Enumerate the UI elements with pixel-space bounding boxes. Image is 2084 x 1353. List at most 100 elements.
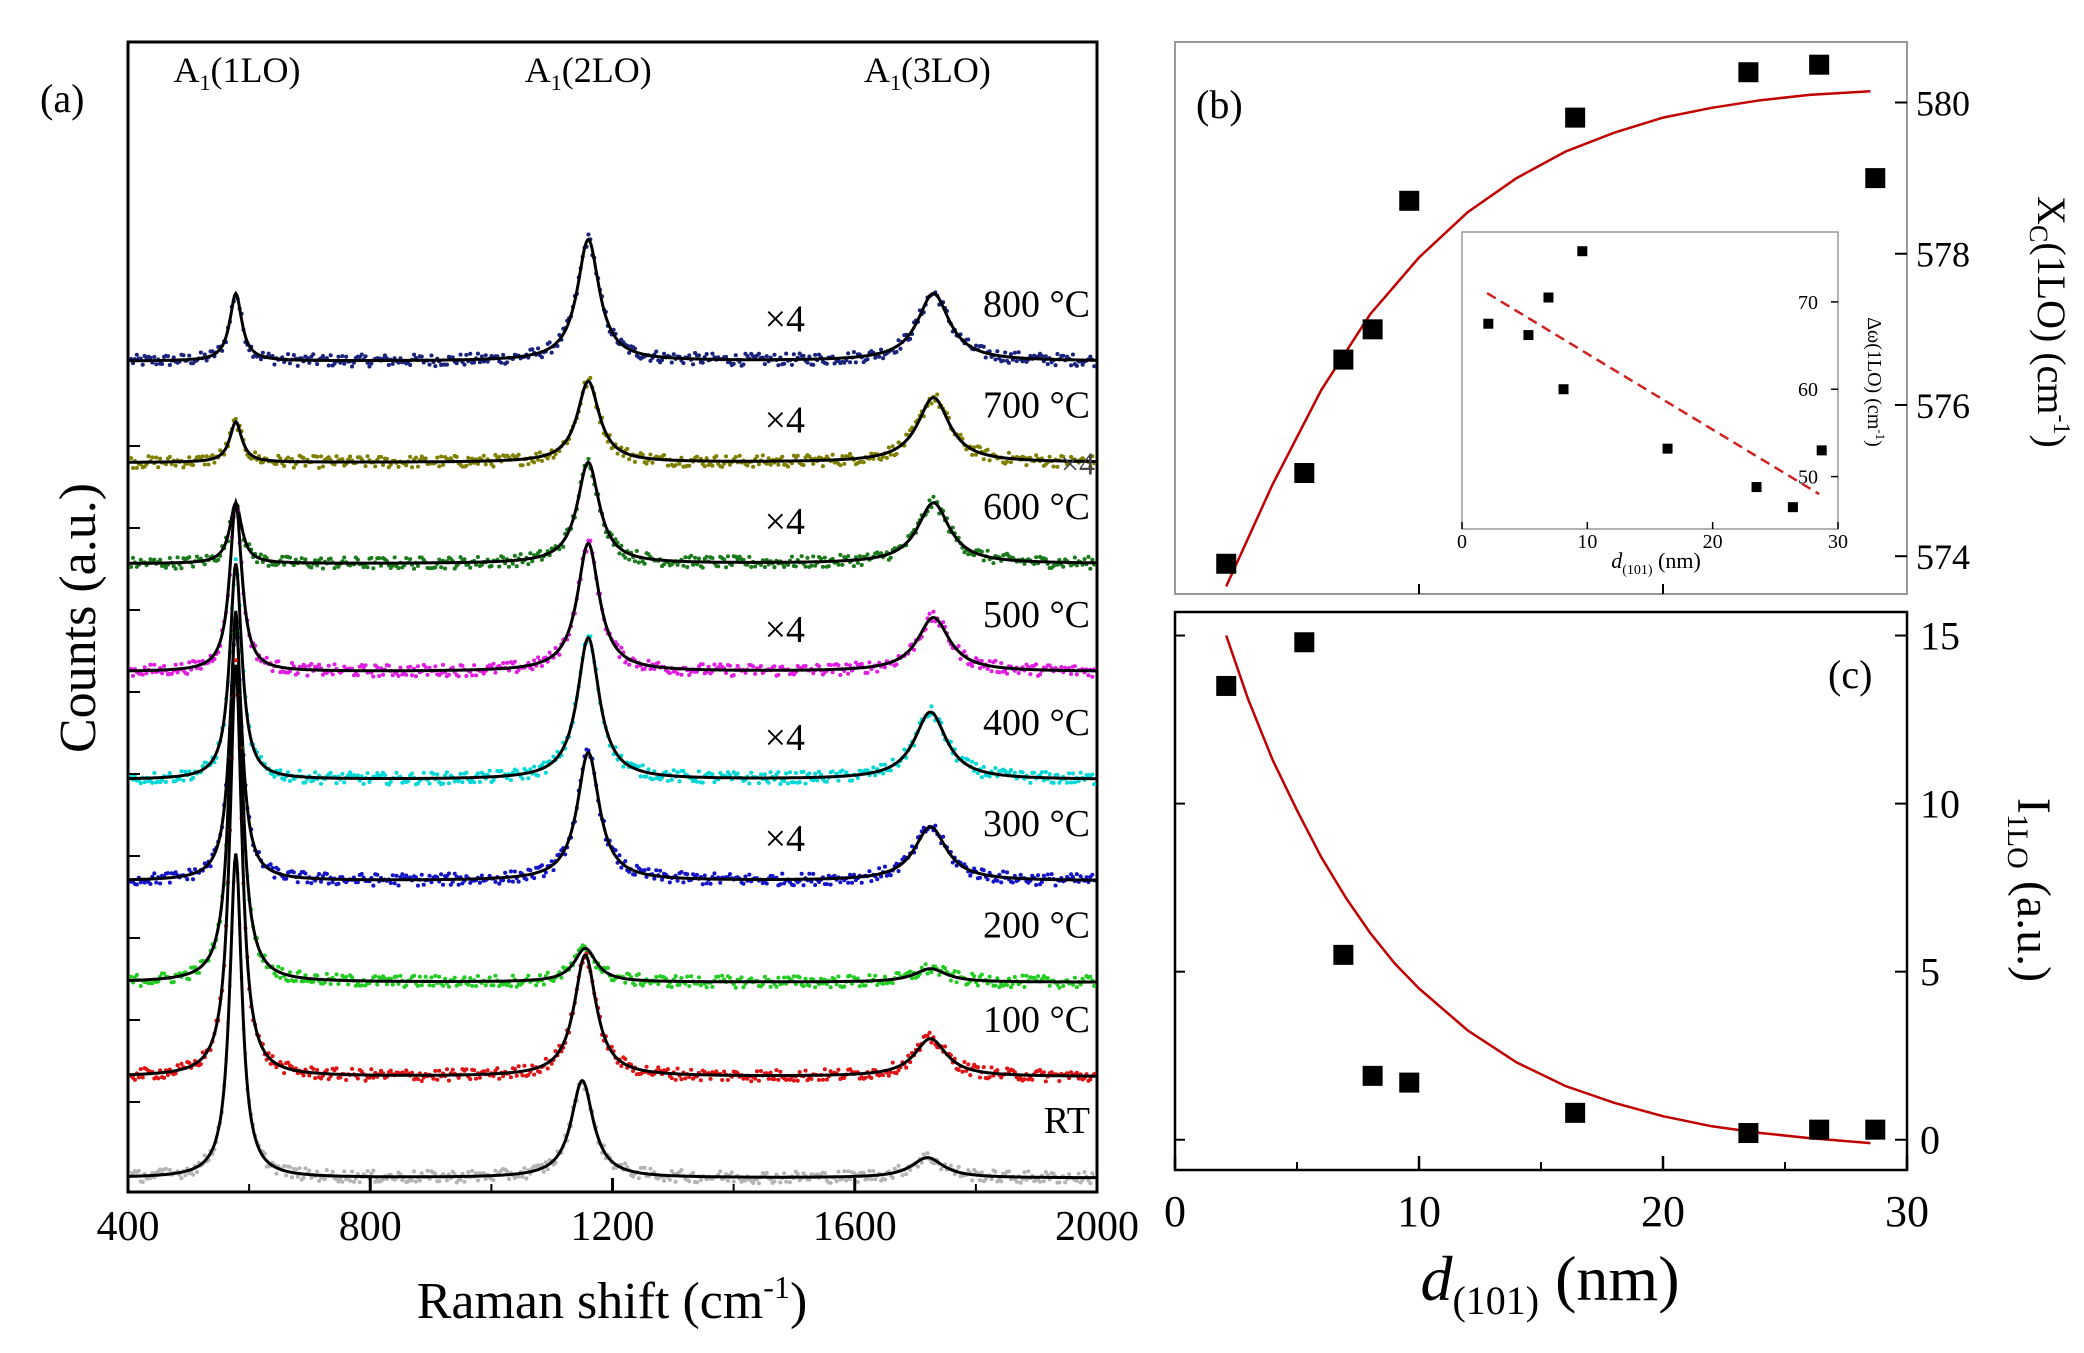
peak-label-rest: (3LO) — [901, 50, 991, 90]
inset-x-tick-label: 10 — [1577, 531, 1597, 553]
peak-label-sub: 1 — [551, 70, 562, 95]
inset-data-point — [1816, 445, 1827, 456]
series-fit-line — [128, 563, 1097, 781]
c-x-tick-label: 20 — [1641, 1187, 1685, 1236]
panel-b-frame — [1174, 41, 1908, 595]
panel-b-fit-curve — [1225, 89, 1871, 587]
b-data-point — [1333, 349, 1354, 370]
x-tick-label: 800 — [339, 1204, 402, 1250]
panel-b-y-ticks: 574 576 578 580 — [1895, 83, 1970, 577]
c-data-point — [1738, 1123, 1759, 1144]
panel-c-x-ticks: 0 10 20 30 — [1164, 1156, 1929, 1236]
x-tick-label: 1600 — [813, 1204, 897, 1250]
peak-label-rest: (2LO) — [562, 50, 652, 90]
peak-label-sub: 1 — [200, 70, 211, 95]
inset-data-points — [1483, 246, 1827, 513]
inset-x-axis-label: d(101) (nm) — [1611, 548, 1701, 578]
inset-fit-line — [1486, 292, 1820, 496]
panel-a-x-ticks: 400 800 1200 1600 2000 — [97, 1178, 1139, 1250]
inset-y-tick-label: 60 — [1798, 379, 1818, 401]
series-temperature-label: 300 °C — [983, 803, 1090, 845]
inset-y-axis-label: Δω(1LO) (cm-1) — [1863, 317, 1888, 447]
inset-data-point — [1543, 292, 1554, 303]
c-data-point — [1294, 632, 1315, 653]
series-temperature-label: 700 °C — [983, 385, 1090, 427]
series-100-c — [127, 658, 1097, 1084]
series-fit-line — [127, 460, 1097, 565]
panel-b-label: (b) — [1196, 82, 1243, 127]
c-data-point — [1333, 944, 1354, 965]
panel-c-data-points — [1216, 632, 1886, 1144]
b-data-point — [1738, 62, 1759, 83]
series-scale-label: ×4 — [765, 400, 805, 442]
series-fit-line — [128, 624, 1097, 882]
b-data-point — [1809, 54, 1830, 75]
b-data-point — [1565, 107, 1586, 128]
c-x-tick-label: 10 — [1397, 1187, 1441, 1236]
b-y-tick-label: 580 — [1916, 83, 1970, 123]
panel-b-inset: 0 10 20 30 50 60 70 d(101) (nm) Δω(1LO) (cm-1… — [1457, 231, 1888, 578]
c-data-point — [1216, 675, 1237, 696]
series-temperature-label: 100 °C — [983, 999, 1090, 1041]
series-200-c — [128, 610, 1097, 990]
series-fit-line — [128, 237, 1097, 363]
peak-label: A1(3LO) — [864, 50, 991, 95]
series-temperature-label: 200 °C — [983, 904, 1090, 946]
series-700-c — [128, 375, 1097, 470]
series-scale-label: ×4 — [765, 501, 805, 543]
series-temperature-label: 800 °C — [983, 283, 1090, 325]
series-fit-line — [128, 853, 1098, 1180]
b-data-point — [1865, 168, 1886, 189]
b-y-tick-label: 578 — [1916, 235, 1970, 275]
inset-x-tick-label: 20 — [1703, 531, 1723, 553]
inset-data-point — [1523, 330, 1534, 341]
c-x-tick-label: 0 — [1164, 1187, 1186, 1236]
inset-data-point — [1577, 246, 1588, 257]
series-scale-label: ×4 — [765, 717, 805, 759]
panel-b-y-axis-label: XC(1LO) (cm-1) — [2024, 196, 2074, 448]
series-400-c — [128, 557, 1097, 787]
panel-c-fit-curve — [1225, 635, 1871, 1145]
c-data-point — [1809, 1119, 1830, 1140]
c-y-tick-label: 0 — [1920, 1118, 1940, 1163]
inset-data-point — [1751, 482, 1762, 493]
series-500-c — [128, 496, 1097, 679]
series-fit-line — [128, 379, 1097, 464]
panel-c-label: (c) — [1828, 652, 1872, 697]
x-tick-label: 2000 — [1055, 1204, 1139, 1250]
c-data-point — [1865, 1119, 1886, 1140]
inset-frame — [1461, 231, 1839, 530]
inset-y-tick-label: 70 — [1798, 292, 1818, 314]
series-temperature-label: 600 °C — [983, 486, 1090, 528]
inset-x-tick-label: 0 — [1457, 531, 1467, 553]
b-data-point — [1294, 463, 1315, 484]
c-data-point — [1362, 1065, 1383, 1086]
peak-label: A1(1LO) — [174, 50, 301, 95]
series-temperature-label: 500 °C — [983, 594, 1090, 636]
series-fit-line — [128, 496, 1097, 673]
panel-a-peak-labels: A1(1LO) A1(2LO) A1(3LO) — [174, 50, 991, 95]
panel-a-series-group — [127, 232, 1098, 1186]
inset-y-tick-label: 50 — [1798, 467, 1818, 489]
panel-a-label: (a) — [40, 76, 84, 121]
b-data-point — [1399, 190, 1420, 211]
panel-b-data-points — [1216, 54, 1886, 574]
peak-label: A1(2LO) — [525, 50, 652, 95]
peak-label-main: A — [174, 50, 200, 90]
inset-x-ticks: 0 10 20 30 — [1457, 522, 1848, 553]
c-y-tick-label: 15 — [1920, 614, 1960, 659]
series-scale-label: ×4 — [765, 818, 805, 860]
panel-b-x-ticks — [1418, 584, 1664, 594]
inset-data-point — [1483, 318, 1494, 329]
peak-label-main: A — [864, 50, 890, 90]
panel-b-peak-position: 574 576 578 580 (b) XC(1LO) (cm-1) 0 10 20 30 … — [1174, 41, 2074, 595]
c-data-point — [1565, 1102, 1586, 1123]
panel-c-x-axis-label: d(101) (nm) — [1420, 1243, 1679, 1323]
c-data-point — [1399, 1072, 1420, 1093]
series-temperature-label: 400 °C — [983, 702, 1090, 744]
panel-c-y-axis-label: I1LO (a.u.) — [2001, 798, 2060, 982]
x-tick-label: 400 — [97, 1204, 160, 1250]
series-temperature-label: RT — [1044, 1100, 1090, 1142]
peak-label-sub: 1 — [890, 70, 901, 95]
inset-data-point — [1558, 384, 1569, 395]
